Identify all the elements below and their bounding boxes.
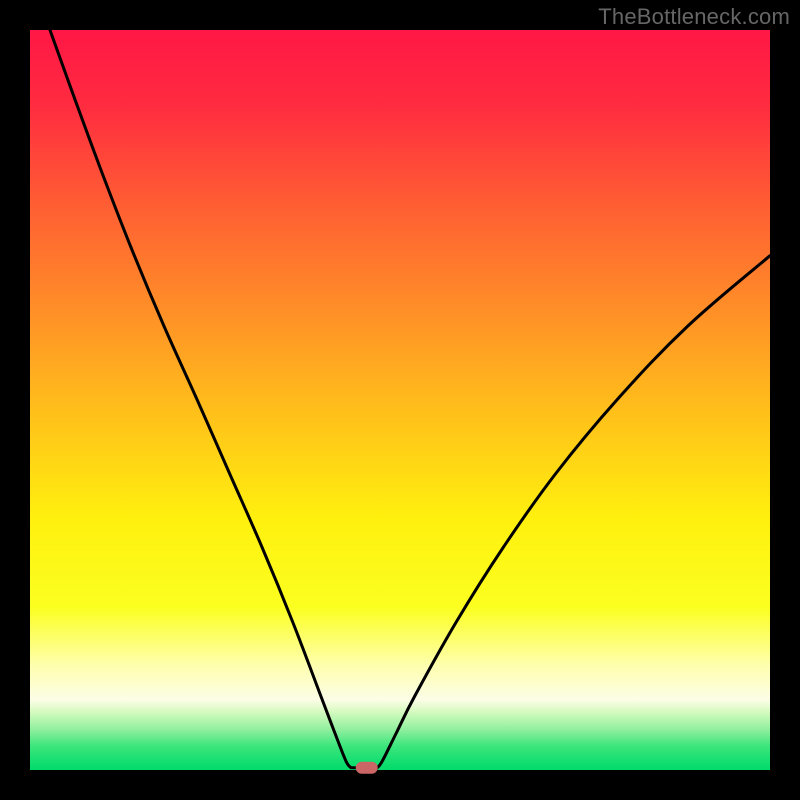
bottleneck-chart bbox=[0, 0, 800, 800]
chart-container: TheBottleneck.com bbox=[0, 0, 800, 800]
watermark-text: TheBottleneck.com bbox=[598, 4, 790, 30]
gradient-background bbox=[30, 30, 770, 770]
optimal-marker bbox=[356, 762, 378, 774]
